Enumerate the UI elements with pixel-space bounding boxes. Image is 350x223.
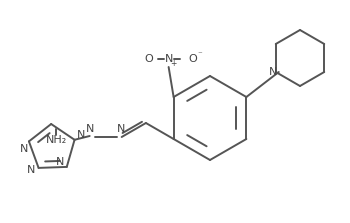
Text: N: N bbox=[117, 124, 125, 134]
Text: N: N bbox=[164, 54, 173, 64]
Text: ⁻: ⁻ bbox=[197, 50, 202, 60]
Text: N: N bbox=[77, 130, 86, 140]
Text: N: N bbox=[56, 157, 64, 167]
Text: O: O bbox=[144, 54, 153, 64]
Text: N: N bbox=[26, 165, 35, 175]
Text: N: N bbox=[20, 144, 28, 154]
Text: +: + bbox=[170, 58, 177, 68]
Text: N: N bbox=[85, 124, 94, 134]
Text: N: N bbox=[268, 67, 277, 77]
Text: NH₂: NH₂ bbox=[46, 135, 67, 145]
Text: O: O bbox=[188, 54, 197, 64]
